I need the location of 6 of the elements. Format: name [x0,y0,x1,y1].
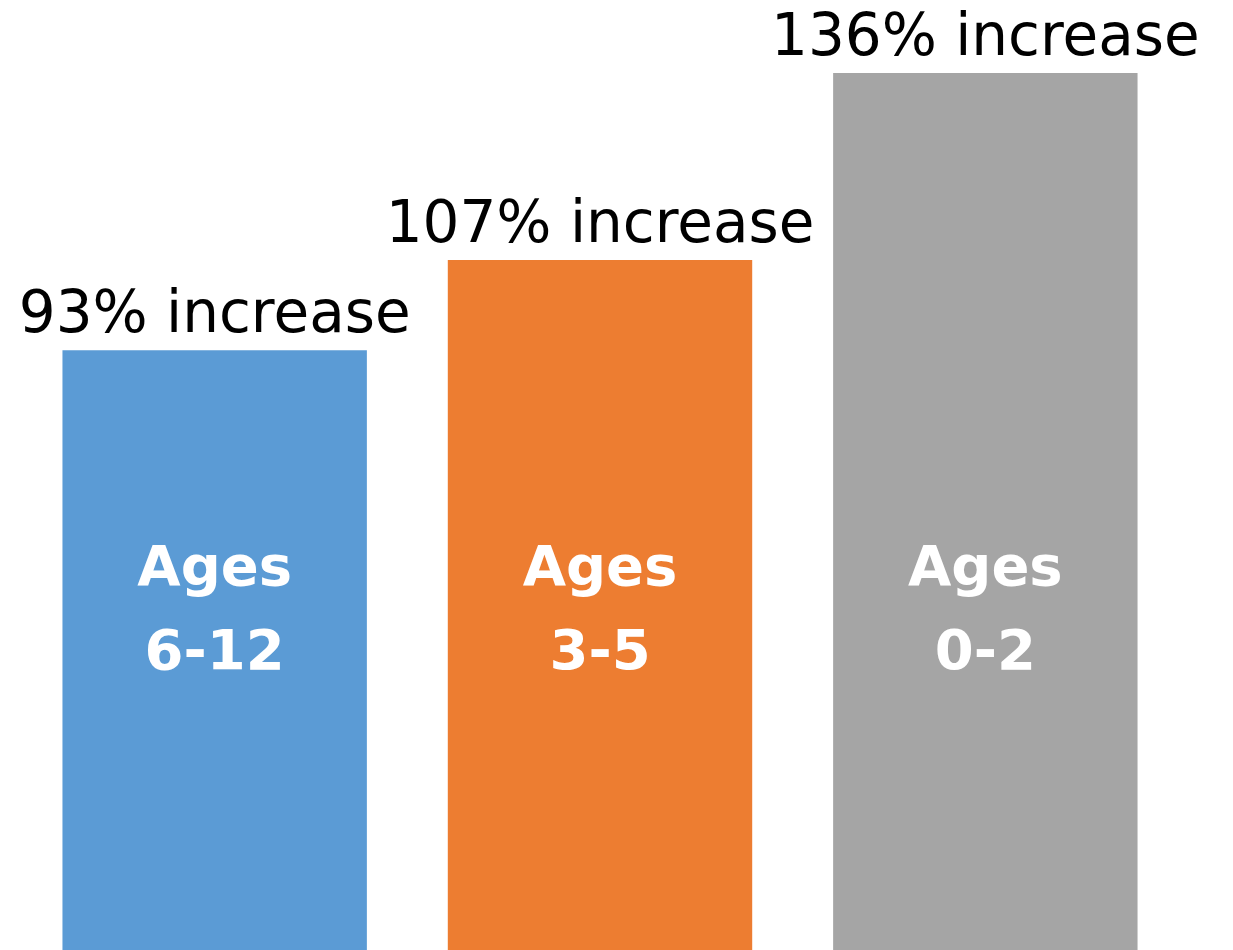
x-tick-label: Ages 0-2 [907,532,1063,682]
data-label: 93% increase [18,278,411,347]
data-label: 107% increase [385,188,815,257]
x-tick-label: Ages 6-12 [137,532,293,682]
data-label: 136% increase [770,1,1200,70]
x-tick-label: Ages 3-5 [522,532,678,682]
